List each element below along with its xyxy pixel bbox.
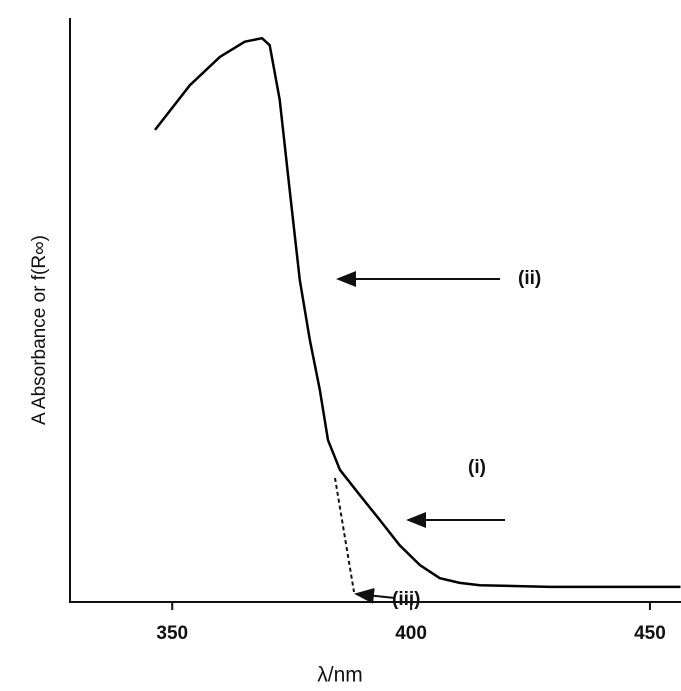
tangent-line [334,477,355,593]
y-axis-label: A Absorbance or f(R∞) [29,235,50,425]
annotation: (ii) [518,268,541,289]
annotation-arrow [354,587,396,604]
annotation: (iii) [392,589,421,610]
data-line [154,36,681,589]
x-axis-label: λ/nm [317,664,363,687]
annotation: (i) [468,457,486,478]
x-tick-label: 400 [395,623,427,644]
x-tick-label: 450 [634,623,666,644]
x-tick-label: 350 [156,623,188,644]
